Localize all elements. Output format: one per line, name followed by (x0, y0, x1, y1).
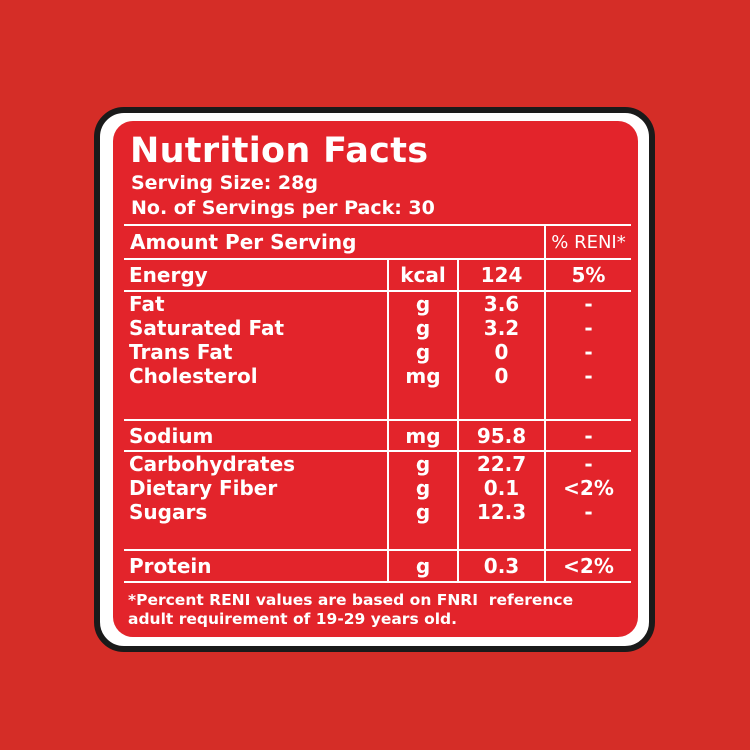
nutrient-name: Dietary Fiber (129, 476, 278, 500)
nutrition-table: Amount Per Serving % RENI* Energy kcal 1… (124, 224, 631, 583)
nutrient-unit: g (387, 551, 457, 581)
nutrient-reni: 5% (544, 260, 631, 290)
footnote-line-2: adult requirement of 19-29 years old. (128, 610, 458, 628)
table-header-row: Amount Per Serving % RENI* (124, 224, 631, 258)
footnote-line-1: *Percent RENI values are based on FNRI r… (128, 591, 574, 609)
table-group-fat: Fat Saturated Fat Trans Fat Cholesterol … (124, 290, 631, 419)
nutrient-value: 22.7 (476, 452, 527, 476)
nutrient-value: 124 (457, 260, 544, 290)
nutrient-value: 3.2 (483, 316, 520, 340)
header-reni: % RENI* (544, 226, 631, 258)
carb-value-column: 22.7 0.1 12.3 (457, 452, 544, 549)
serving-size: Serving Size: 28g (131, 172, 318, 194)
nutrient-reni: - (544, 421, 631, 450)
carb-reni-column: - <2% - (544, 452, 631, 549)
carb-name-column: Carbohydrates Dietary Fiber Sugars (129, 452, 391, 549)
fat-unit-column: g g g mg (387, 292, 457, 419)
nutrient-unit: g (415, 316, 431, 340)
nutrient-name: Energy (129, 263, 208, 287)
nutrient-unit: mg (387, 421, 457, 450)
servings-per-pack: No. of Servings per Pack: 30 (131, 197, 435, 219)
nutrient-name: Cholesterol (129, 364, 258, 388)
nutrient-reni: - (584, 316, 593, 340)
table-row-sodium: Sodium mg 95.8 - (124, 419, 631, 450)
nutrient-reni: - (584, 292, 593, 316)
label-title: Nutrition Facts (130, 131, 429, 171)
nutrient-name: Fat (129, 292, 165, 316)
nutrient-name: Saturated Fat (129, 316, 285, 340)
nutrient-name: Sugars (129, 500, 208, 524)
nutrient-value: 0.1 (483, 476, 520, 500)
nutrient-name: Sodium (129, 423, 214, 448)
nutrient-unit: g (415, 500, 431, 524)
nutrient-unit: g (415, 476, 431, 500)
nutrient-value: 95.8 (457, 421, 544, 450)
table-row-protein: Protein g 0.3 <2% (124, 549, 631, 583)
fat-reni-column: - - - - (544, 292, 631, 419)
reni-footnote: *Percent RENI values are based on FNRI r… (128, 591, 573, 629)
nutrient-value: 0 (494, 364, 509, 388)
nutrient-reni: <2% (544, 551, 631, 581)
nutrient-reni: <2% (563, 476, 614, 500)
nutrient-unit: kcal (387, 260, 457, 290)
nutrient-unit: g (415, 452, 431, 476)
nutrition-label-panel: Nutrition Facts Serving Size: 28g No. of… (113, 121, 638, 637)
carb-unit-column: g g g (387, 452, 457, 549)
fat-value-column: 3.6 3.2 0 0 (457, 292, 544, 419)
nutrient-unit: g (415, 292, 431, 316)
table-row-energy: Energy kcal 124 5% (124, 258, 631, 290)
fat-name-column: Fat Saturated Fat Trans Fat Cholesterol (129, 292, 391, 419)
table-group-carbohydrates: Carbohydrates Dietary Fiber Sugars g g g… (124, 450, 631, 549)
nutrient-value: 12.3 (476, 500, 527, 524)
nutrient-value: 3.6 (483, 292, 520, 316)
nutrient-name: Protein (129, 554, 212, 578)
nutrient-value: 0.3 (457, 551, 544, 581)
nutrient-value: 0 (494, 340, 509, 364)
nutrient-reni: - (584, 364, 593, 388)
nutrient-reni: - (584, 500, 593, 524)
nutrient-name: Trans Fat (129, 340, 233, 364)
nutrient-unit: g (415, 340, 431, 364)
nutrient-name: Carbohydrates (129, 452, 296, 476)
nutrient-reni: - (584, 340, 593, 364)
header-amount: Amount Per Serving (130, 230, 357, 254)
nutrient-reni: - (584, 452, 593, 476)
nutrient-unit: mg (405, 364, 441, 388)
